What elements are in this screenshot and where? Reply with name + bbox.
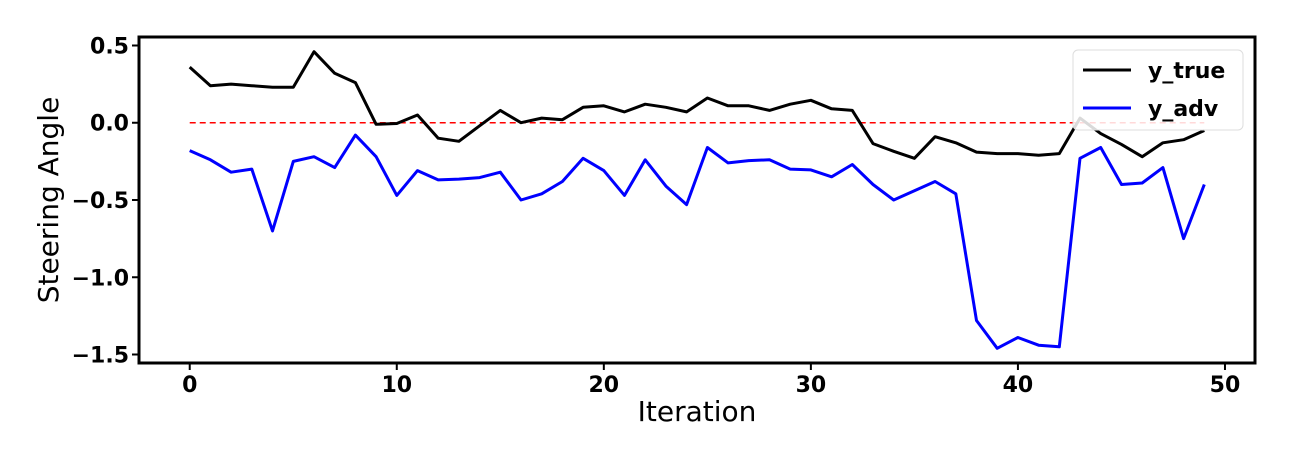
y-axis-label: Steering Angle: [32, 97, 65, 304]
series-line-y-adv: [189, 133, 1206, 350]
series-layer: [188, 50, 1206, 350]
y-tick-label: 0.0: [90, 112, 129, 137]
series-line-y-true: [188, 50, 1205, 160]
y-tick-label: 0.5: [90, 34, 129, 59]
x-tick-label: 30: [796, 373, 827, 398]
x-axis-label: Iteration: [638, 395, 757, 428]
y-tick-label: −0.5: [72, 189, 129, 214]
x-tick-label: 0: [182, 373, 197, 398]
x-tick-label: 50: [1210, 373, 1241, 398]
y-tick-label: −1.0: [72, 266, 129, 291]
x-tick-label: 40: [1003, 373, 1034, 398]
x-tick-label: 10: [381, 373, 412, 398]
ticks-layer: 0 10 20 30 40 50 0.5 0.0 −0.5 −1.0 −1.5: [72, 34, 1241, 398]
x-tick-label: 20: [589, 373, 620, 398]
legend: y_true y_adv: [1072, 49, 1244, 131]
legend-label-y-adv: y_adv: [1148, 97, 1219, 122]
legend-label-y-true: y_true: [1148, 59, 1225, 84]
y-tick-label: −1.5: [72, 344, 129, 369]
